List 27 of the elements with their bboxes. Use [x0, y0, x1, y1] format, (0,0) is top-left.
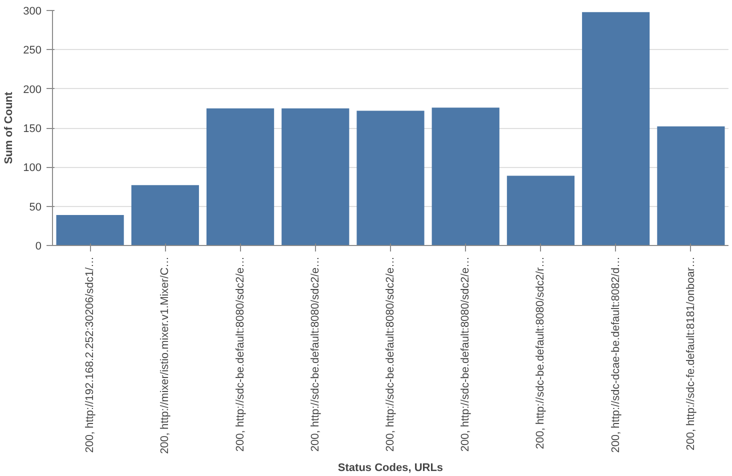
bar: [582, 12, 650, 246]
bar: [56, 214, 124, 246]
x-tick-label: 200, http://sdc-be.default:8080/sdc2/e…: [309, 256, 322, 452]
x-tick-label: 200, http://sdc-be.default:8080/sdc2/e…: [234, 256, 246, 452]
x-tick-label: 200, http://sdc-be.default:8080/sdc2/e…: [384, 256, 396, 452]
y-tick-label: 250: [23, 44, 42, 57]
bar: [657, 126, 725, 246]
x-tick-label: 200, http://sdc-be.default:8080/sdc2/e…: [460, 256, 472, 452]
x-tick-label: 200, http://sdc-fe.default:8181/onboar…: [684, 256, 697, 450]
bar: [506, 176, 575, 246]
x-tick-label: 200, http://mixer/istio.mixer.v1.Mixer/C…: [159, 256, 172, 454]
y-tick-label: 300: [23, 6, 42, 18]
x-tick-label: 200, http://192.168.2.252:30206/sdc1/…: [84, 256, 96, 453]
bar: [206, 108, 274, 246]
x-axis-title: Status Codes, URLs: [338, 462, 444, 474]
x-tick-label: 200, http://sdc-be.default:8080/sdc2/r…: [534, 256, 547, 450]
y-tick-label: 100: [23, 162, 42, 174]
bar: [131, 185, 199, 246]
bar: [432, 108, 500, 246]
x-tick-label: 200, http://sdc-dcae-be.default:8082/d…: [610, 256, 622, 453]
y-tick-label: 200: [23, 84, 42, 96]
y-tick-label: 0: [35, 240, 42, 252]
bar: [282, 108, 350, 246]
bar: [356, 110, 424, 246]
y-tick-label: 50: [29, 201, 42, 214]
y-tick-label: 150: [23, 123, 42, 135]
y-axis-title: Sum of Count: [3, 92, 16, 164]
